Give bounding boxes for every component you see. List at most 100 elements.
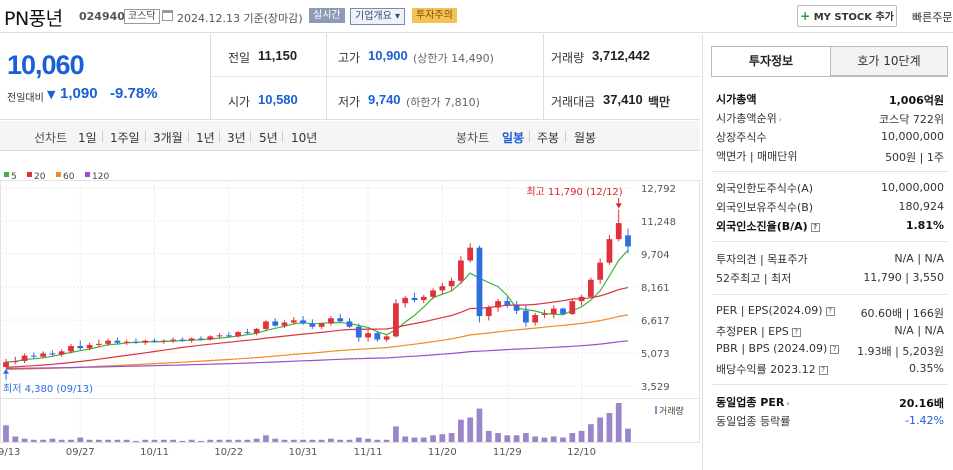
period-3y[interactable]: 3년 — [227, 131, 246, 145]
volume-label: 거래량 — [551, 51, 585, 65]
volume-bar — [207, 439, 214, 442]
tab-hoga-10[interactable]: 호가 10단계 — [830, 46, 948, 76]
market-cap-rank-label: 시가총액순위 › — [716, 112, 782, 125]
candle-weekly[interactable]: 주봉 — [537, 131, 560, 145]
moving-average-line — [5, 340, 629, 369]
y-tick-label: 12,792 — [641, 184, 676, 195]
candle-body — [95, 343, 102, 345]
moving-average-line — [5, 287, 629, 368]
tab-underline — [711, 76, 948, 77]
quick-order-link[interactable]: 빠른주문 — [912, 11, 953, 24]
opinion-label: 투자의견 | 목표주가 — [716, 253, 808, 266]
x-tick-label: 10/31 — [289, 447, 318, 458]
candle-body — [225, 335, 232, 337]
legend-label: 5 — [11, 172, 17, 182]
candle-chart-tab[interactable]: 봉차트 — [456, 131, 490, 145]
open-value: 10,580 — [258, 92, 298, 107]
volume-bar — [467, 417, 474, 442]
company-overview-dropdown[interactable]: 기업개요 ▾ — [350, 8, 405, 25]
tab-investment-info[interactable]: 투자정보 — [711, 46, 831, 76]
candle-body — [569, 301, 576, 314]
candle-body — [328, 318, 334, 324]
divider — [712, 241, 948, 242]
candle-monthly[interactable]: 월봉 — [574, 131, 597, 145]
help-icon[interactable]: ? — [825, 306, 835, 316]
candle-body — [504, 301, 511, 306]
candle-body — [290, 320, 297, 323]
candle-body — [3, 362, 9, 367]
line-chart-tab[interactable]: 선차트 — [34, 131, 68, 145]
y-tick-label: 3,529 — [641, 382, 670, 393]
period-10y[interactable]: 10년 — [291, 131, 318, 145]
candle-body — [77, 346, 84, 349]
candle-body — [142, 340, 149, 343]
sector-change-label: 동일업종 등락률 — [716, 415, 791, 428]
divider — [188, 131, 189, 142]
period-1d[interactable]: 1일 — [78, 131, 97, 145]
stock-chart[interactable]: 5 20 60 120 12,792 11,248 9,704 8,161 6,617 5,073… — [0, 152, 700, 470]
realtime-tag[interactable]: 실시간 — [309, 8, 345, 23]
candle-body — [151, 340, 158, 342]
help-icon[interactable]: ? — [810, 222, 820, 232]
candle-body — [281, 322, 288, 326]
candle-body — [448, 280, 455, 287]
help-icon[interactable]: ? — [791, 327, 801, 337]
volume-bar — [12, 436, 19, 442]
candle-body — [346, 321, 353, 327]
x-tick-label: 11/20 — [428, 447, 457, 458]
period-1y[interactable]: 1년 — [196, 131, 215, 145]
per-eps-value: 60.60배 | 166원 — [860, 307, 944, 320]
volume-bar — [523, 433, 529, 442]
candle-body — [58, 351, 65, 355]
listed-shares-value: 10,000,000 — [881, 130, 944, 143]
period-1w[interactable]: 1주일 — [110, 131, 140, 145]
y-tick-label: 5,073 — [641, 349, 670, 360]
candle-body — [235, 332, 241, 337]
candle-body — [439, 286, 446, 291]
candle-body — [420, 296, 427, 301]
period-3m[interactable]: 3개월 — [153, 131, 183, 145]
candle-daily[interactable]: 일봉 — [502, 131, 525, 145]
volume-bar — [615, 403, 622, 442]
face-value-label: 액면가 | 매매단위 — [716, 150, 798, 163]
y-tick-label: 9,704 — [641, 250, 670, 261]
x-tick-label: 11/29 — [493, 447, 522, 458]
face-value-value: 500원 | 1주 — [885, 151, 944, 164]
divider — [326, 34, 327, 120]
volume-bar — [374, 439, 381, 442]
divider — [712, 294, 948, 295]
divider — [712, 384, 948, 385]
max-price-label: 최고 11,790 (12/12) — [526, 186, 622, 198]
volume-bar — [40, 439, 47, 442]
max-arrow-head — [615, 203, 622, 209]
volume-bar — [587, 424, 594, 442]
add-mystock-button[interactable]: + MY STOCK 추가 — [797, 5, 897, 27]
candle-body — [615, 223, 622, 240]
period-5y[interactable]: 5년 — [259, 131, 278, 145]
help-icon[interactable]: ? — [830, 344, 840, 354]
candle-body — [272, 321, 279, 326]
help-icon[interactable]: ? — [818, 365, 828, 375]
volume-bar — [402, 436, 409, 442]
volume-bar — [216, 439, 223, 442]
divider — [102, 131, 103, 142]
52w-label: 52주최고 | 최저 — [716, 272, 792, 285]
y-tick-label: 11,248 — [641, 217, 676, 228]
volume-bar — [244, 439, 251, 442]
candle-body — [578, 296, 585, 302]
volume-bar — [485, 430, 492, 442]
row-divider — [211, 76, 700, 77]
volume-bar — [170, 439, 176, 442]
candle-body — [411, 297, 418, 301]
volume-bar — [383, 439, 390, 442]
candle-body — [198, 338, 204, 340]
volume-bar — [411, 437, 418, 442]
volume-bar — [21, 438, 28, 442]
foreign-hold-value: 180,924 — [898, 200, 945, 213]
upper-limit: (상한가 14,490) — [413, 52, 494, 65]
add-mystock-label: MY STOCK 추가 — [813, 12, 894, 23]
candle-body — [179, 339, 186, 341]
candle-body — [253, 328, 260, 334]
market-cap-value: 1,006억원 — [888, 94, 944, 107]
candle-body — [170, 339, 176, 341]
